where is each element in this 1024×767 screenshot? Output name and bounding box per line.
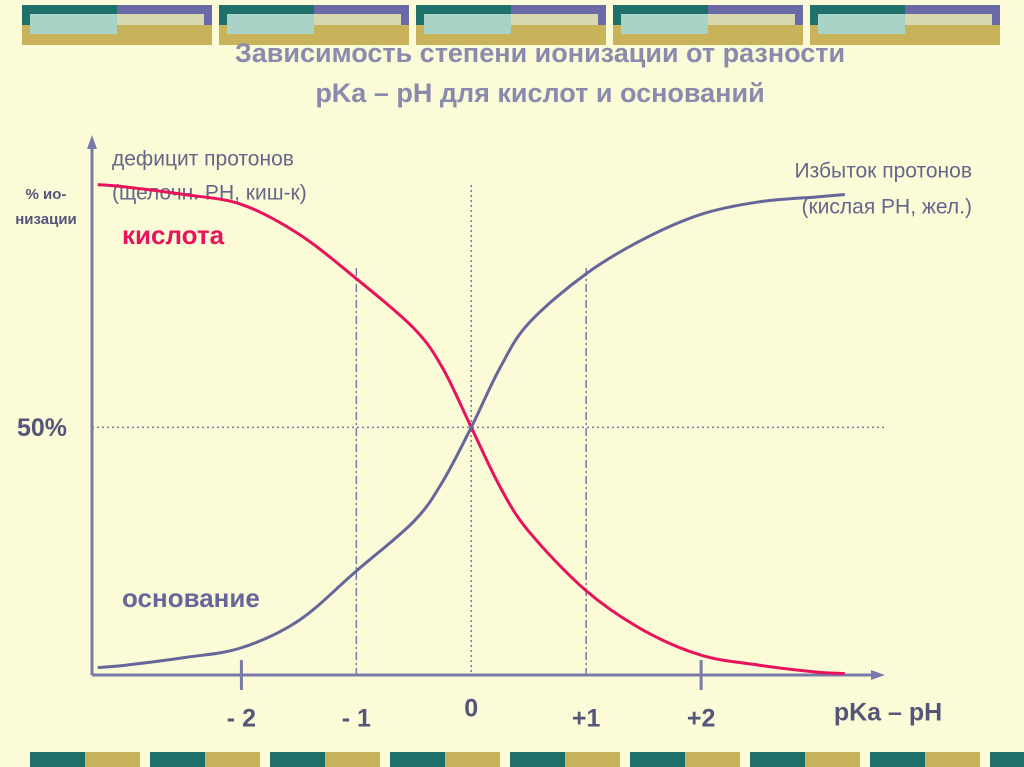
y-axis-label: % ио-	[26, 186, 67, 203]
title-line: pKa – pH для кислот и оснований	[315, 78, 764, 108]
x-tick-label: - 2	[227, 705, 256, 733]
decor	[445, 752, 500, 767]
decor	[314, 25, 409, 45]
x-tick-label: 0	[464, 695, 478, 723]
decor	[621, 14, 708, 34]
decor	[30, 14, 117, 34]
decor	[630, 752, 685, 767]
series-label: основание	[122, 583, 260, 613]
decor	[424, 14, 511, 34]
decor	[990, 752, 1024, 767]
decor-band	[22, 5, 1024, 767]
x-tick-label: +2	[687, 705, 716, 733]
decor	[565, 752, 620, 767]
decor	[117, 25, 212, 45]
title-line: Зависимость степени ионизации от разност…	[235, 38, 845, 68]
decor	[805, 752, 860, 767]
decor	[270, 752, 325, 767]
decor	[30, 752, 85, 767]
annotation: дефицит протонов	[112, 148, 294, 171]
y-axis-label: низации	[15, 211, 77, 228]
x-tick-label: +1	[572, 705, 601, 733]
decor	[925, 752, 980, 767]
series-label: кислота	[122, 220, 225, 250]
y-tick-label: 50%	[17, 414, 67, 442]
decor	[870, 752, 925, 767]
decor	[205, 752, 260, 767]
decor	[905, 25, 1000, 45]
x-tick-label: - 1	[342, 705, 371, 733]
decor	[150, 752, 205, 767]
decor	[85, 752, 140, 767]
decor	[708, 25, 803, 45]
series-line	[97, 192, 845, 670]
decor	[227, 14, 314, 34]
decor	[511, 25, 606, 45]
annotation: (щелочн. PH, киш-к)	[112, 182, 307, 205]
y-axis-arrow	[87, 135, 97, 149]
decor	[685, 752, 740, 767]
decor	[818, 14, 905, 34]
decor	[325, 752, 380, 767]
decor	[750, 752, 805, 767]
decor	[390, 752, 445, 767]
x-axis-label: pKa – pH	[834, 699, 942, 727]
annotation: Избыток протонов	[795, 160, 972, 183]
decor	[510, 752, 565, 767]
annotation: (кислая PH, жел.)	[801, 196, 972, 219]
x-axis-arrow	[871, 670, 885, 680]
